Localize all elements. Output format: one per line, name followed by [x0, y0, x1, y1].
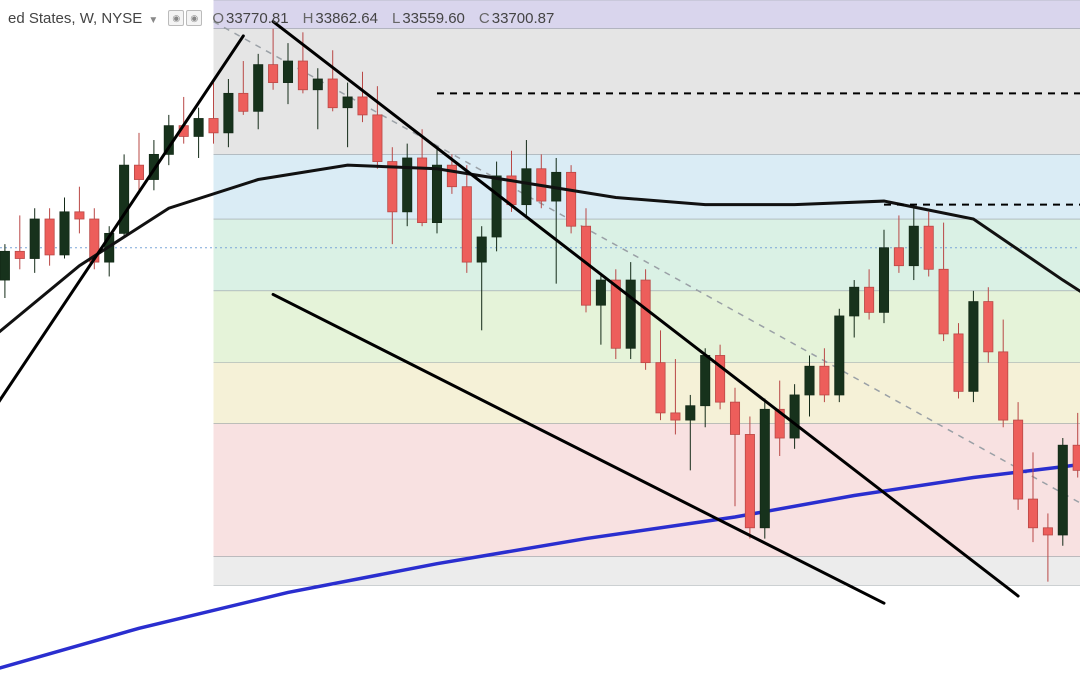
candle-body[interactable] [1043, 528, 1052, 535]
candle-body[interactable] [239, 93, 248, 111]
candle-body[interactable] [745, 434, 754, 527]
candle-body[interactable] [850, 287, 859, 316]
fib-band [214, 29, 1080, 155]
candle-body[interactable] [254, 65, 263, 112]
candle-body[interactable] [328, 79, 337, 108]
candle-body[interactable] [15, 251, 24, 258]
candle-body[interactable] [894, 248, 903, 266]
candle-body[interactable] [760, 409, 769, 527]
candle-body[interactable] [671, 413, 680, 420]
candle-body[interactable] [0, 251, 9, 280]
candle-body[interactable] [566, 172, 575, 226]
fib-band [214, 154, 1080, 219]
candle-body[interactable] [522, 169, 531, 205]
candle-body[interactable] [611, 280, 620, 348]
symbol-text: ed States, W, NYSE [8, 10, 142, 27]
candle-body[interactable] [60, 212, 69, 255]
candle-body[interactable] [939, 269, 948, 334]
candle-body[interactable] [805, 366, 814, 395]
candle-body[interactable] [999, 352, 1008, 420]
fib-band [214, 424, 1080, 557]
candle-body[interactable] [1073, 445, 1080, 470]
candle-body[interactable] [462, 187, 471, 262]
candle-body[interactable] [701, 355, 710, 405]
candle-body[interactable] [864, 287, 873, 312]
candle-body[interactable] [835, 316, 844, 395]
candle-body[interactable] [1028, 499, 1037, 528]
chevron-down-icon: ▼ [148, 15, 158, 26]
candle-body[interactable] [298, 61, 307, 90]
candle-body[interactable] [134, 165, 143, 179]
candle-body[interactable] [969, 302, 978, 392]
candle-body[interactable] [820, 366, 829, 395]
candle-body[interactable] [45, 219, 54, 255]
candle-body[interactable] [224, 93, 233, 132]
symbol-label[interactable]: ed States, W, NYSE ▼ [8, 10, 158, 27]
candle-body[interactable] [343, 97, 352, 108]
candle-body[interactable] [313, 79, 322, 90]
candle-body[interactable] [268, 65, 277, 83]
ohlc-readout: O33770.81 H33862.64 L33559.60 C33700.87 [212, 10, 554, 27]
candle-body[interactable] [1058, 445, 1067, 535]
candle-body[interactable] [641, 280, 650, 363]
candle-body[interactable] [1013, 420, 1022, 499]
ohlc-low: 33559.60 [402, 10, 465, 27]
candle-body[interactable] [879, 248, 888, 313]
candle-body[interactable] [358, 97, 367, 115]
candle-body[interactable] [730, 402, 739, 434]
candle-body[interactable] [373, 115, 382, 162]
candle-body[interactable] [626, 280, 635, 348]
candle-body[interactable] [909, 226, 918, 265]
eye-icon[interactable]: ◉ [186, 10, 202, 26]
candle-body[interactable] [447, 165, 456, 187]
candle-body[interactable] [119, 165, 128, 233]
candle-body[interactable] [686, 406, 695, 420]
fib-band [214, 363, 1080, 424]
candle-body[interactable] [790, 395, 799, 438]
candle-body[interactable] [924, 226, 933, 269]
candle-body[interactable] [209, 118, 218, 132]
candle-body[interactable] [388, 162, 397, 212]
candle-body[interactable] [954, 334, 963, 391]
candle-body[interactable] [656, 363, 665, 413]
candle-body[interactable] [194, 118, 203, 136]
candle-body[interactable] [283, 61, 292, 83]
ohlc-high: 33862.64 [315, 10, 378, 27]
candle-body[interactable] [30, 219, 39, 258]
candle-body[interactable] [75, 212, 84, 219]
candle-body[interactable] [477, 237, 486, 262]
eye-icon[interactable]: ◉ [168, 10, 184, 26]
ohlc-close: 33700.87 [492, 10, 555, 27]
candle-body[interactable] [492, 176, 501, 237]
candle-body[interactable] [596, 280, 605, 305]
ohlc-open: 33770.81 [226, 10, 289, 27]
candle-body[interactable] [984, 302, 993, 352]
chart-header: ed States, W, NYSE ▼ ◉ ◉ O33770.81 H3386… [8, 6, 554, 30]
visibility-toggles[interactable]: ◉ ◉ [168, 10, 202, 26]
candle-body[interactable] [432, 165, 441, 222]
candlestick-chart[interactable] [0, 0, 1080, 675]
